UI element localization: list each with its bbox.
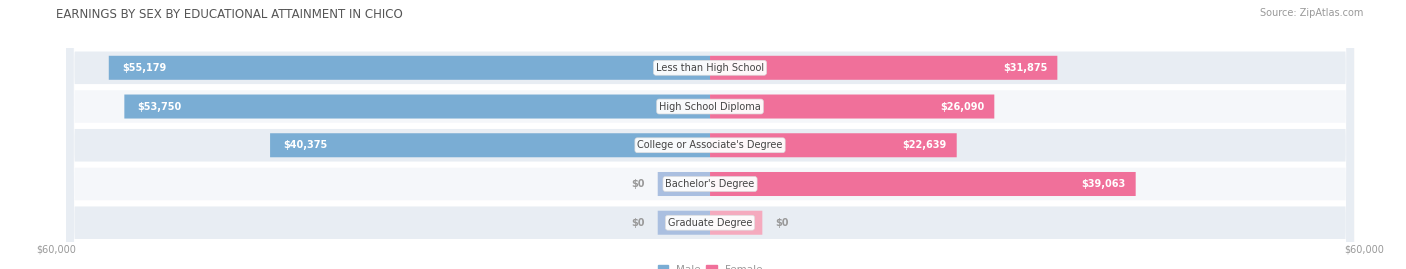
Text: $39,063: $39,063 <box>1081 179 1126 189</box>
FancyBboxPatch shape <box>658 211 710 235</box>
FancyBboxPatch shape <box>66 0 1354 269</box>
FancyBboxPatch shape <box>710 56 1057 80</box>
Text: $55,179: $55,179 <box>122 63 166 73</box>
Text: $53,750: $53,750 <box>138 101 181 112</box>
FancyBboxPatch shape <box>710 172 1136 196</box>
Text: Graduate Degree: Graduate Degree <box>668 218 752 228</box>
Text: Source: ZipAtlas.com: Source: ZipAtlas.com <box>1260 8 1364 18</box>
FancyBboxPatch shape <box>658 172 710 196</box>
Text: $0: $0 <box>776 218 789 228</box>
FancyBboxPatch shape <box>710 211 762 235</box>
FancyBboxPatch shape <box>66 0 1354 269</box>
FancyBboxPatch shape <box>710 94 994 119</box>
Text: $0: $0 <box>631 218 644 228</box>
Text: $31,875: $31,875 <box>1002 63 1047 73</box>
Text: Less than High School: Less than High School <box>657 63 763 73</box>
FancyBboxPatch shape <box>710 133 956 157</box>
FancyBboxPatch shape <box>66 0 1354 269</box>
FancyBboxPatch shape <box>270 133 710 157</box>
Legend: Male, Female: Male, Female <box>654 261 766 269</box>
FancyBboxPatch shape <box>108 56 710 80</box>
Text: Bachelor's Degree: Bachelor's Degree <box>665 179 755 189</box>
FancyBboxPatch shape <box>66 0 1354 269</box>
Text: $40,375: $40,375 <box>283 140 328 150</box>
FancyBboxPatch shape <box>124 94 710 119</box>
Text: EARNINGS BY SEX BY EDUCATIONAL ATTAINMENT IN CHICO: EARNINGS BY SEX BY EDUCATIONAL ATTAINMEN… <box>56 8 404 21</box>
Text: $0: $0 <box>631 179 644 189</box>
Text: College or Associate's Degree: College or Associate's Degree <box>637 140 783 150</box>
Text: High School Diploma: High School Diploma <box>659 101 761 112</box>
FancyBboxPatch shape <box>66 0 1354 269</box>
Text: $22,639: $22,639 <box>903 140 946 150</box>
Text: $26,090: $26,090 <box>941 101 984 112</box>
